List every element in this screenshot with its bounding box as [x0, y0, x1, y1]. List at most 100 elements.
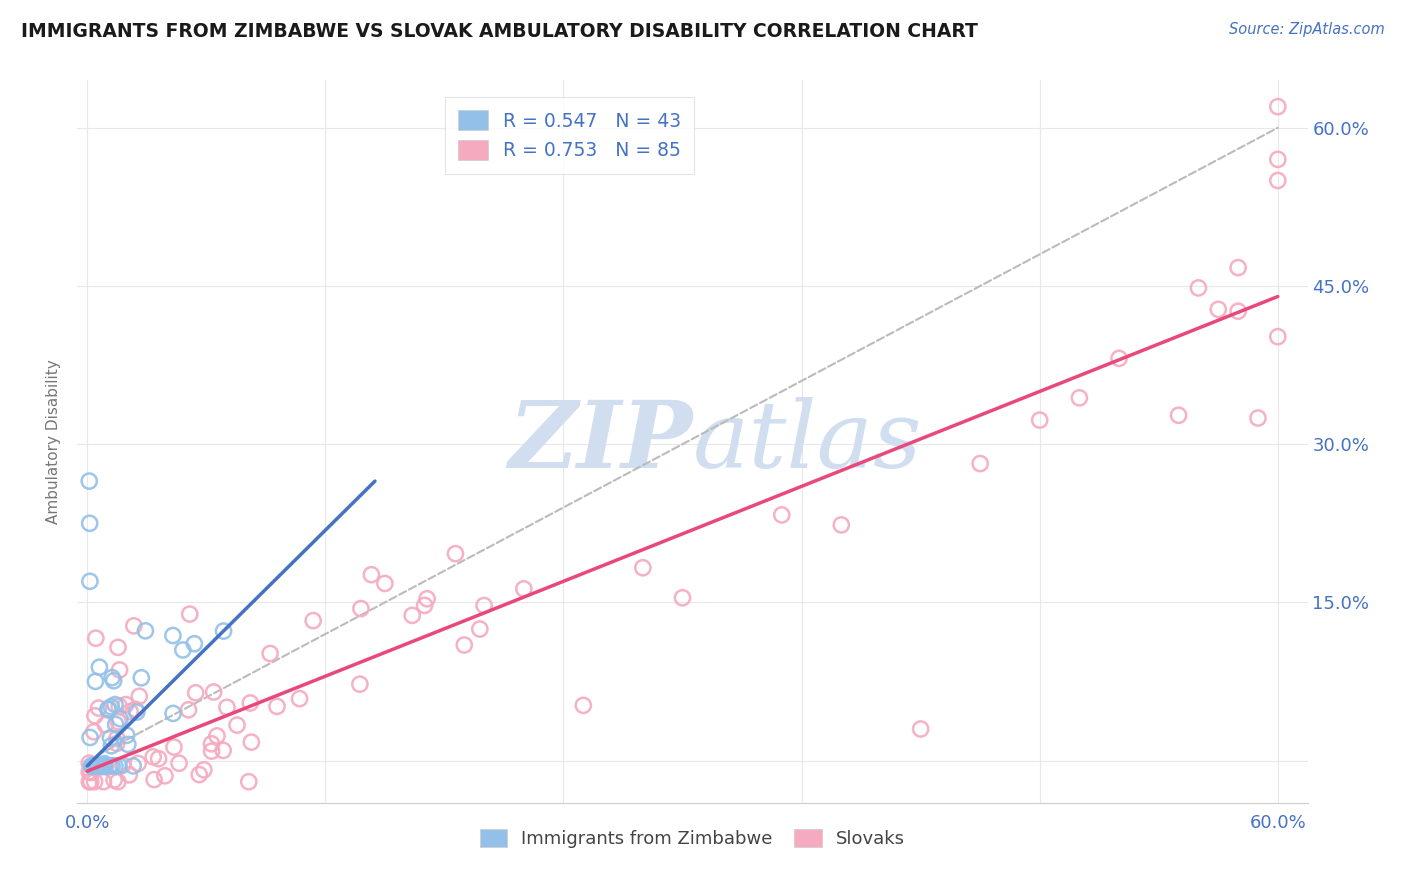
- Point: [86, 758, 108, 772]
- Point: [172, 643, 194, 657]
- Point: [226, 718, 249, 732]
- Point: [212, 743, 235, 757]
- Point: [513, 582, 536, 596]
- Point: [360, 567, 382, 582]
- Point: [177, 703, 200, 717]
- Point: [830, 517, 852, 532]
- Point: [84, 759, 107, 773]
- Point: [100, 739, 122, 753]
- Point: [969, 457, 991, 471]
- Point: [100, 699, 122, 714]
- Point: [444, 547, 467, 561]
- Point: [103, 772, 125, 787]
- Point: [472, 599, 495, 613]
- Point: [94, 759, 117, 773]
- Point: [105, 736, 128, 750]
- Point: [162, 706, 184, 721]
- Point: [162, 628, 184, 642]
- Point: [84, 674, 107, 689]
- Point: [572, 698, 595, 713]
- Point: [115, 698, 138, 712]
- Point: [79, 516, 101, 531]
- Point: [118, 768, 141, 782]
- Point: [1267, 173, 1289, 187]
- Point: [77, 474, 100, 488]
- Point: [1069, 391, 1091, 405]
- Point: [101, 759, 124, 773]
- Point: [89, 660, 111, 674]
- Point: [107, 774, 129, 789]
- Point: [122, 619, 145, 633]
- Point: [350, 601, 373, 615]
- Point: [184, 686, 207, 700]
- Point: [1267, 329, 1289, 343]
- Point: [82, 759, 104, 773]
- Point: [79, 574, 101, 589]
- Point: [125, 705, 148, 719]
- Point: [153, 769, 176, 783]
- Point: [1206, 302, 1229, 317]
- Point: [120, 705, 142, 719]
- Point: [90, 759, 112, 773]
- Point: [104, 698, 127, 712]
- Point: [188, 767, 211, 781]
- Point: [468, 622, 491, 636]
- Point: [82, 759, 104, 773]
- Point: [1267, 100, 1289, 114]
- Point: [416, 591, 439, 606]
- Text: atlas: atlas: [693, 397, 922, 486]
- Point: [302, 614, 325, 628]
- Point: [83, 724, 105, 739]
- Point: [1267, 153, 1289, 167]
- Point: [205, 729, 228, 743]
- Point: [1227, 304, 1250, 318]
- Point: [97, 702, 120, 716]
- Point: [413, 599, 436, 613]
- Point: [143, 772, 166, 787]
- Point: [111, 758, 134, 772]
- Point: [374, 576, 396, 591]
- Point: [349, 677, 371, 691]
- Point: [1187, 281, 1209, 295]
- Point: [238, 774, 260, 789]
- Point: [101, 671, 124, 685]
- Point: [259, 647, 281, 661]
- Point: [108, 699, 131, 714]
- Point: [87, 701, 110, 715]
- Point: [179, 607, 201, 621]
- Point: [107, 714, 129, 729]
- Point: [93, 759, 115, 773]
- Point: [83, 774, 105, 789]
- Point: [1247, 411, 1270, 425]
- Point: [201, 744, 224, 758]
- Point: [453, 638, 475, 652]
- Point: [87, 759, 110, 773]
- Point: [108, 759, 131, 773]
- Point: [93, 756, 115, 771]
- Point: [202, 685, 225, 699]
- Point: [104, 717, 127, 731]
- Point: [1227, 260, 1250, 275]
- Point: [86, 759, 108, 773]
- Point: [770, 508, 793, 522]
- Point: [127, 756, 149, 771]
- Point: [910, 722, 932, 736]
- Point: [103, 673, 125, 688]
- Point: [631, 560, 654, 574]
- Point: [105, 731, 128, 746]
- Point: [142, 749, 165, 764]
- Point: [80, 774, 103, 789]
- Point: [108, 712, 131, 726]
- Point: [77, 774, 100, 789]
- Legend: Immigrants from Zimbabwe, Slovaks: Immigrants from Zimbabwe, Slovaks: [472, 822, 912, 855]
- Point: [98, 759, 121, 773]
- Point: [104, 759, 127, 773]
- Point: [148, 752, 170, 766]
- Point: [163, 740, 186, 755]
- Point: [84, 708, 107, 723]
- Point: [167, 756, 190, 771]
- Point: [671, 591, 693, 605]
- Text: ZIP: ZIP: [508, 397, 693, 486]
- Point: [93, 759, 115, 773]
- Point: [117, 738, 139, 752]
